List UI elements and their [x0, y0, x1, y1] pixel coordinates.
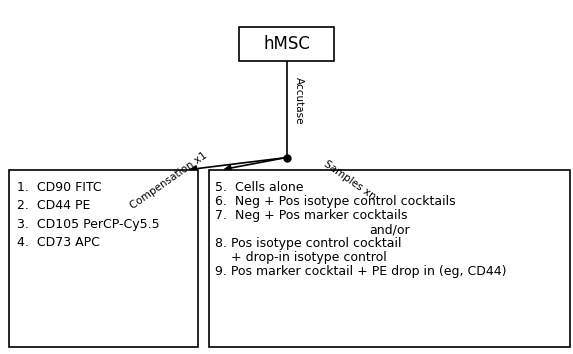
Text: 2.  CD44 PE: 2. CD44 PE [17, 199, 91, 212]
Text: Samples xn: Samples xn [322, 159, 377, 202]
Text: Compensation x1: Compensation x1 [129, 150, 209, 211]
FancyBboxPatch shape [240, 28, 334, 61]
Text: Accutase: Accutase [294, 77, 304, 125]
Text: 4.  CD73 APC: 4. CD73 APC [17, 236, 100, 249]
FancyBboxPatch shape [209, 170, 570, 347]
Text: 1.  CD90 FITC: 1. CD90 FITC [17, 181, 102, 194]
Text: 8. Pos isotype control cocktail: 8. Pos isotype control cocktail [215, 237, 401, 250]
Text: + drop-in isotype control: + drop-in isotype control [215, 251, 387, 264]
Text: and/or: and/or [370, 223, 410, 236]
Text: 7.  Neg + Pos marker cocktails: 7. Neg + Pos marker cocktails [215, 209, 407, 222]
Text: 5.  Cells alone: 5. Cells alone [215, 181, 303, 194]
Text: 6.  Neg + Pos isotype control cocktails: 6. Neg + Pos isotype control cocktails [215, 195, 456, 208]
Text: 9. Pos marker cocktail + PE drop in (eg, CD44): 9. Pos marker cocktail + PE drop in (eg,… [215, 266, 507, 279]
FancyBboxPatch shape [9, 170, 198, 347]
Text: 3.  CD105 PerCP-Cy5.5: 3. CD105 PerCP-Cy5.5 [17, 218, 160, 231]
Text: hMSC: hMSC [263, 35, 310, 53]
